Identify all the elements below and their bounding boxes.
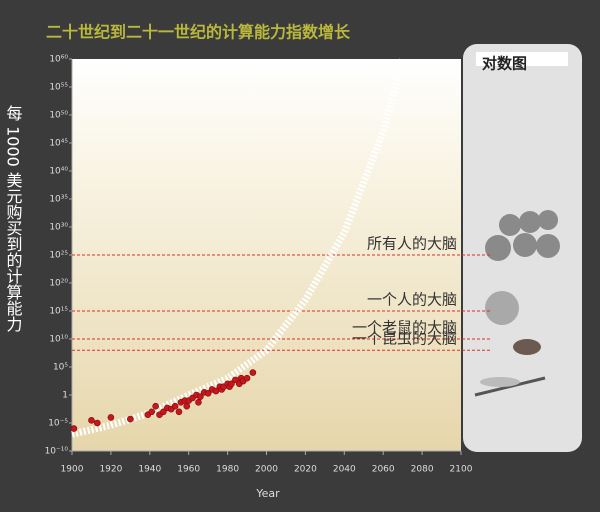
data-point xyxy=(249,369,257,376)
x-tick-label: 2060 xyxy=(372,465,395,475)
y-tick-label: 10⁴⁵ xyxy=(49,139,68,149)
y-tick-label: 10¹⁰ xyxy=(49,335,68,345)
data-point xyxy=(88,417,95,424)
data-point xyxy=(107,414,115,421)
x-tick-label: 2100 xyxy=(450,465,473,475)
y-tick-label: 10⁶⁰ xyxy=(49,55,68,65)
reference-label: 一个昆虫的大脑 xyxy=(352,330,457,348)
x-tick-label: 2040 xyxy=(333,465,356,475)
reference-label: 所有人的大脑 xyxy=(367,235,457,253)
y-axis-label: 每 1000 美元购买到的计算能力 xyxy=(4,105,23,333)
data-point xyxy=(197,393,204,400)
x-tick-label: 2080 xyxy=(411,465,434,475)
x-tick-label: 1960 xyxy=(177,465,200,475)
data-point xyxy=(175,408,183,416)
y-tick-label: 10²⁵ xyxy=(49,251,68,261)
data-point xyxy=(183,402,191,410)
panel-label-box xyxy=(476,52,568,66)
data-point xyxy=(70,425,78,432)
y-tick-label: 1 xyxy=(62,391,68,401)
y-tick-label: 10¹⁵ xyxy=(49,307,68,317)
panel-label: 对数图 xyxy=(482,55,527,73)
data-point xyxy=(171,402,179,410)
x-tick-label: 1980 xyxy=(216,465,239,475)
data-point xyxy=(243,374,251,382)
data-point xyxy=(160,408,167,416)
x-tick-label: 2020 xyxy=(294,465,317,475)
y-tick-label: 10²⁰ xyxy=(49,279,68,289)
data-point xyxy=(148,408,156,416)
x-tick-label: 2000 xyxy=(255,465,278,475)
y-tick-label: 10⁻⁵ xyxy=(48,419,68,429)
x-axis-label: Year xyxy=(255,487,280,500)
reference-label: 一个人的大脑 xyxy=(367,291,457,309)
reference-label: 一个老鼠的大脑 xyxy=(352,319,457,337)
data-point xyxy=(195,398,202,406)
y-tick-label: 10⁵⁰ xyxy=(49,111,68,121)
plot-area xyxy=(72,59,461,451)
y-tick-label: 10³⁵ xyxy=(49,195,68,205)
y-tick-label: 10⁵ xyxy=(53,363,68,373)
data-point xyxy=(228,380,235,388)
data-point xyxy=(204,390,212,397)
data-point xyxy=(127,415,134,423)
x-tick-label: 1920 xyxy=(99,465,122,475)
y-tick-label: 10⁻¹⁰ xyxy=(45,447,69,457)
y-tick-label: 10⁴⁰ xyxy=(49,167,68,177)
chart-title: 二十世纪到二十一世纪的计算能力指数增长 xyxy=(46,23,351,42)
x-tick-label: 1900 xyxy=(61,465,84,475)
y-tick-label: 10³⁰ xyxy=(49,223,68,233)
data-point xyxy=(152,402,159,410)
brain-icons xyxy=(474,210,560,397)
data-point xyxy=(93,419,101,427)
y-tick-label: 10⁵⁵ xyxy=(49,83,68,93)
x-tick-label: 1940 xyxy=(138,465,161,475)
